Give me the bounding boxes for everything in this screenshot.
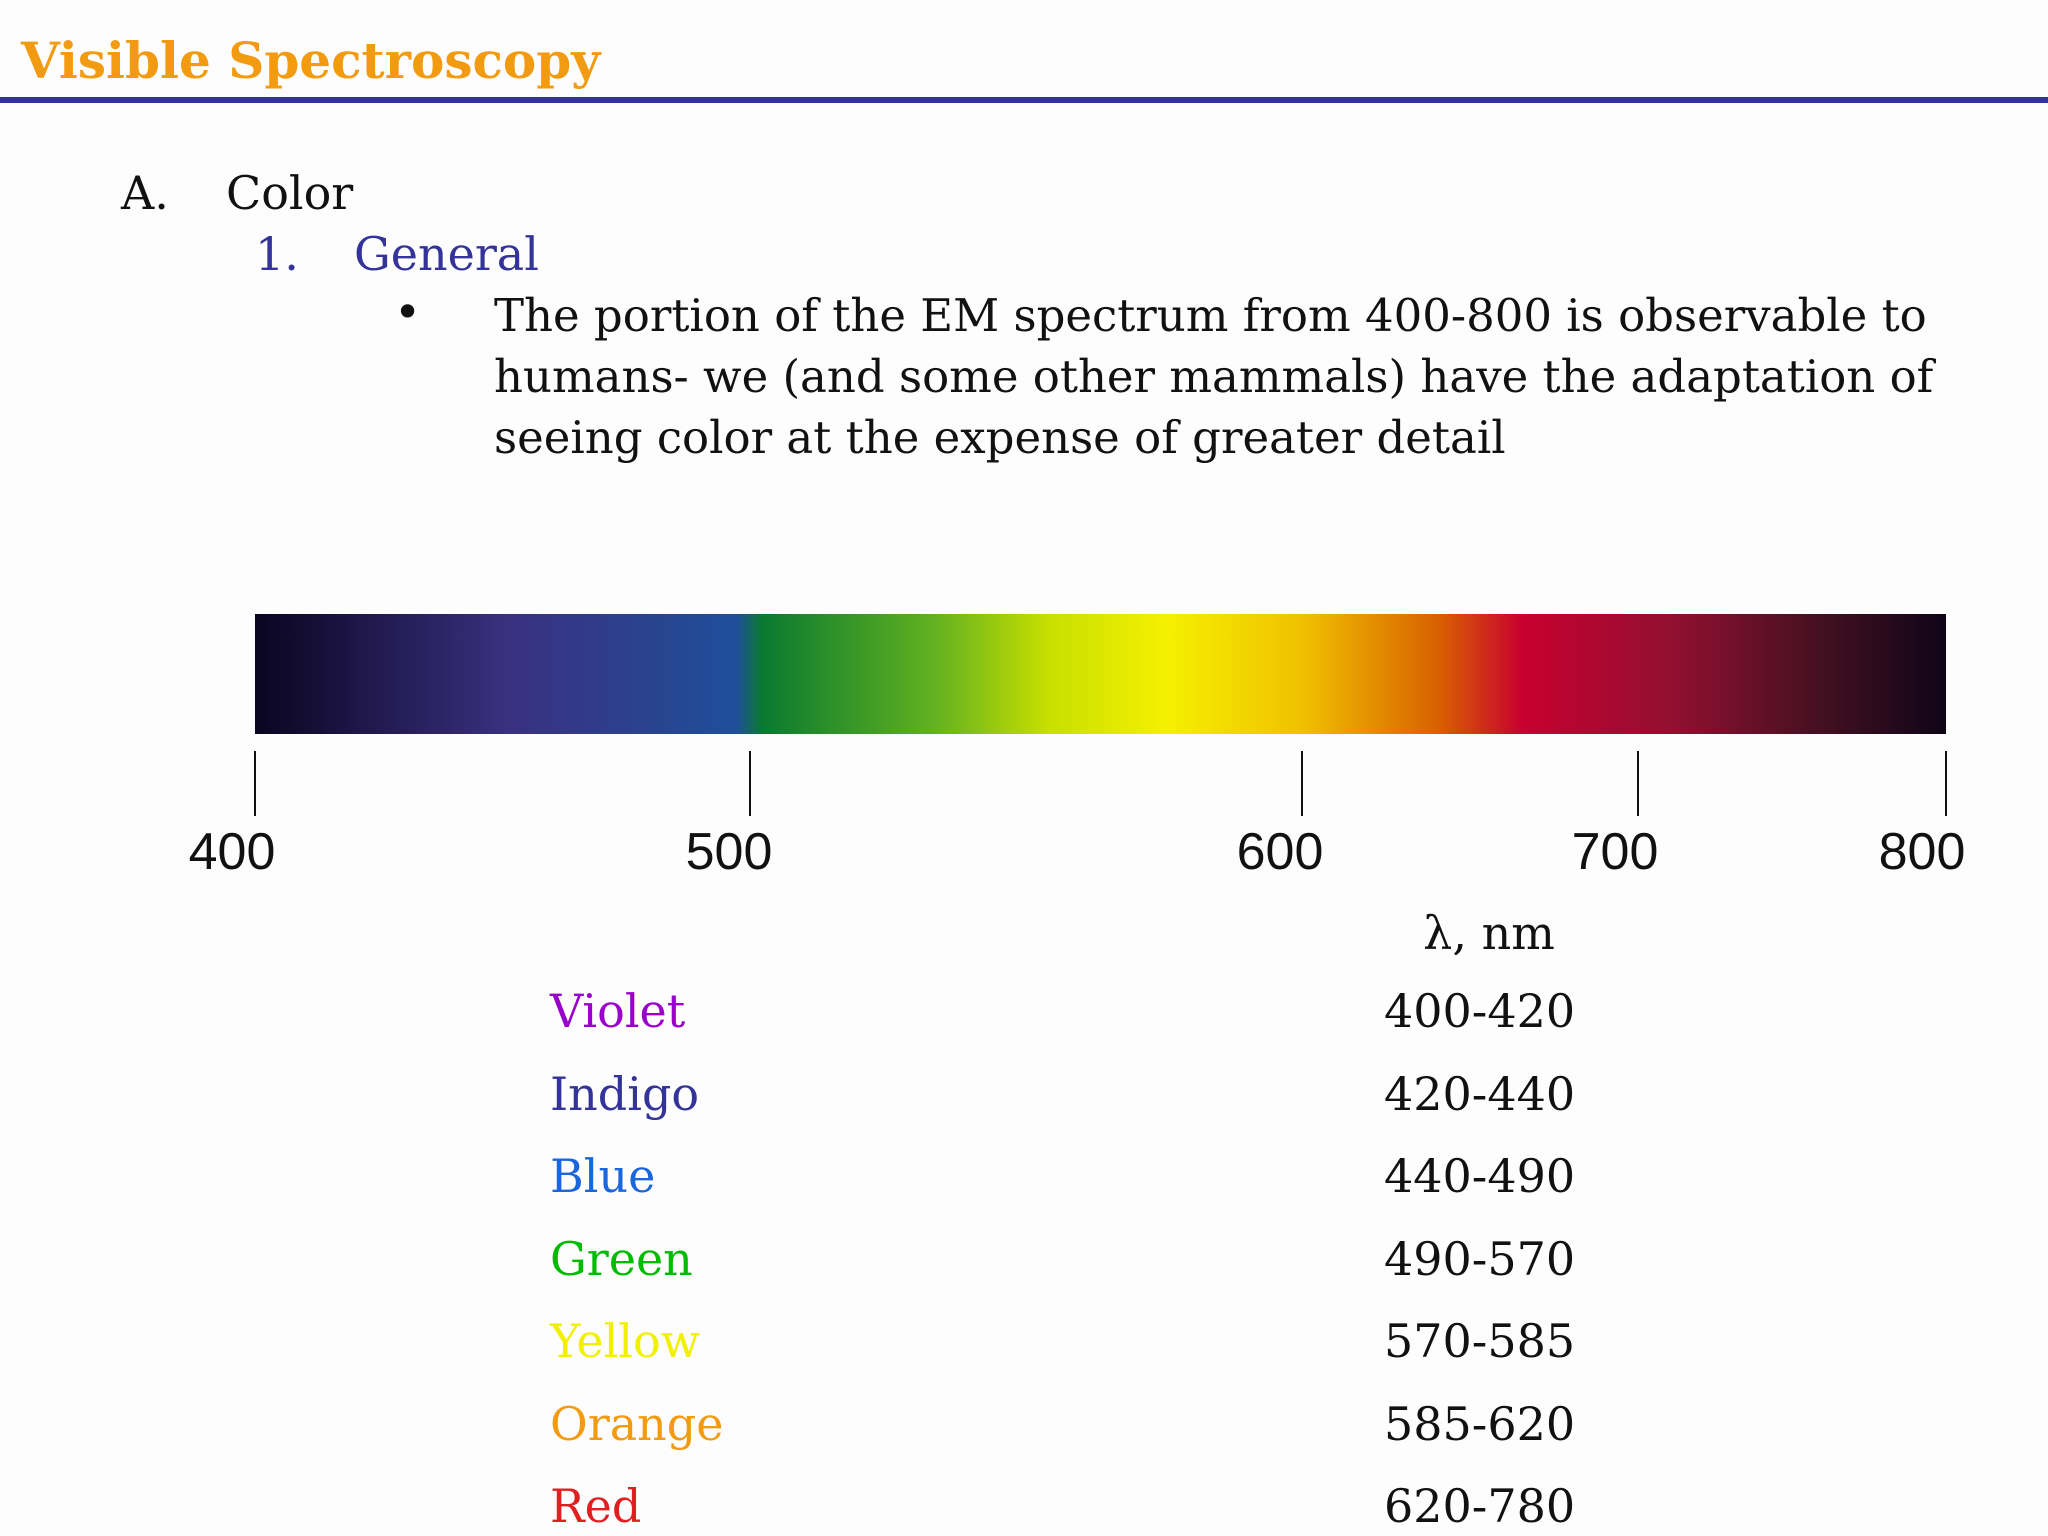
color-name: Orange xyxy=(550,1396,724,1451)
wavelength-range: 490-570 xyxy=(1384,1231,1576,1286)
tick-label: 600 xyxy=(1236,823,1324,881)
color-name: Green xyxy=(550,1231,693,1286)
wavelength-range: 620-780 xyxy=(1384,1479,1576,1533)
spectrum-bar xyxy=(255,614,1946,734)
bullet-dot: • xyxy=(394,285,422,339)
spectrum xyxy=(254,614,1947,816)
wavelength-range: 570-585 xyxy=(1384,1314,1576,1368)
color-name: Yellow xyxy=(550,1314,701,1368)
tick-label: 500 xyxy=(685,823,773,881)
tick-label: 400 xyxy=(188,823,276,881)
color-name: Red xyxy=(550,1479,642,1533)
wavelength-range: 420-440 xyxy=(1384,1066,1576,1121)
tick-label: 700 xyxy=(1571,823,1659,881)
title-rule xyxy=(0,97,2048,103)
slide-title: Visible Spectroscopy xyxy=(21,31,601,90)
sub-marker: 1. xyxy=(255,227,299,281)
outline-marker: A. xyxy=(121,166,169,220)
tick-label: 800 xyxy=(1878,823,1966,881)
wavelength-range: 400-420 xyxy=(1384,984,1576,1038)
sub-heading: General xyxy=(354,227,539,281)
bullet-text: The portion of the EM spectrum from 400-… xyxy=(494,289,1934,464)
table-header: λ, nm xyxy=(1423,906,1555,960)
wavelength-range: 440-490 xyxy=(1384,1149,1576,1203)
outline-heading: Color xyxy=(226,166,354,220)
wavelength-range: 585-620 xyxy=(1384,1396,1576,1451)
color-name: Indigo xyxy=(550,1066,700,1121)
color-name: Blue xyxy=(550,1149,656,1203)
color-name: Violet xyxy=(550,984,686,1038)
